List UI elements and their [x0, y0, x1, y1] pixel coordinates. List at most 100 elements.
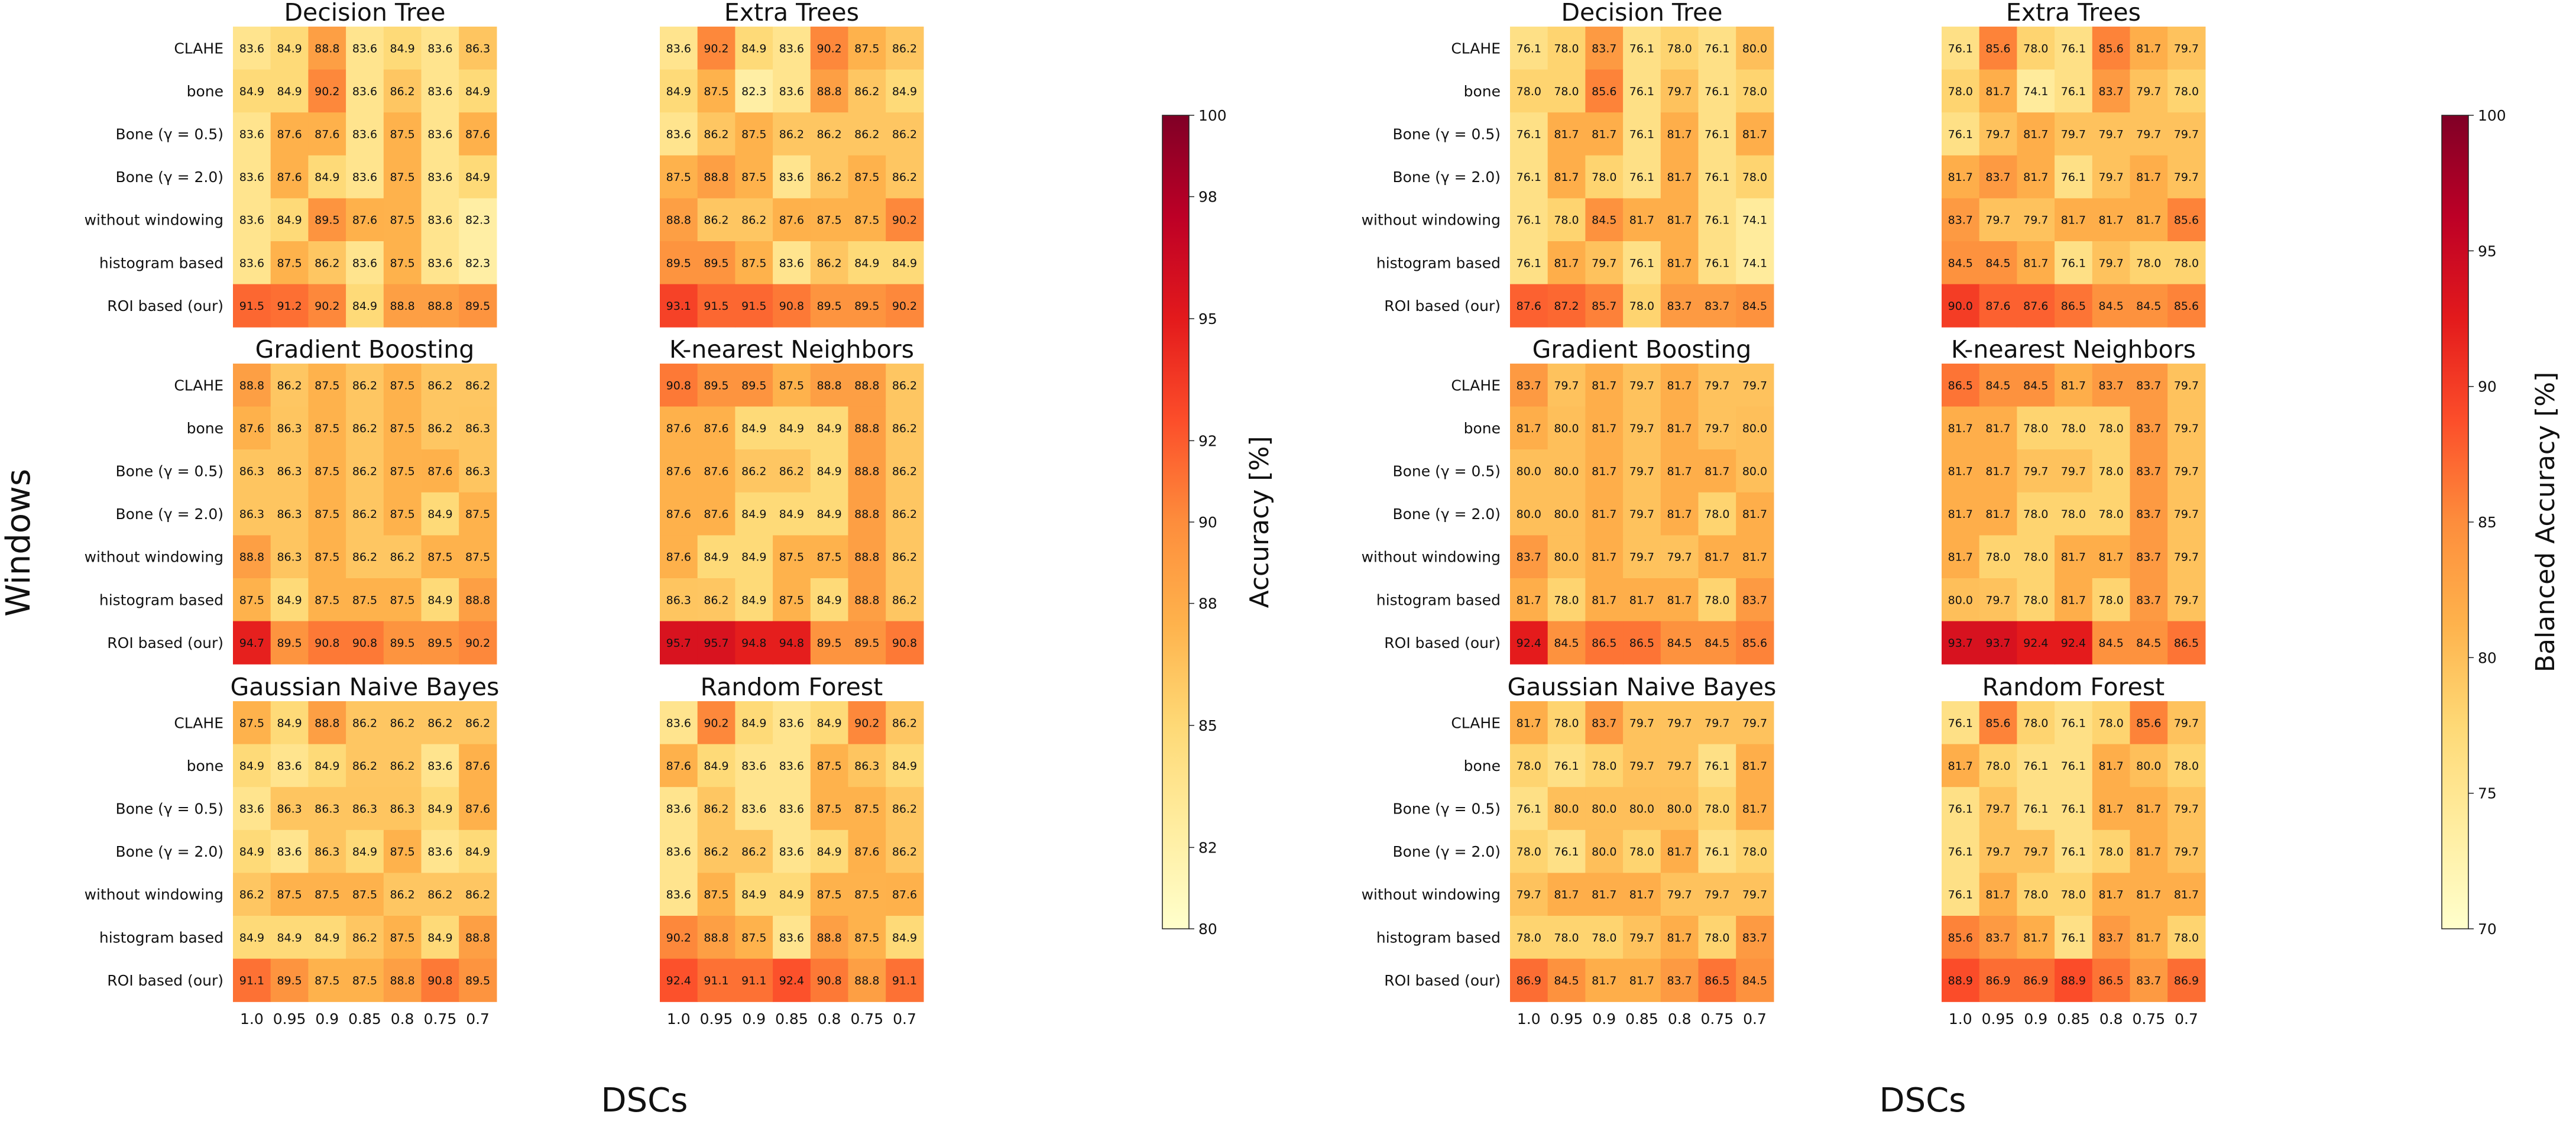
cell-value: 83.7 [1517, 551, 1541, 564]
heatmap-cell [421, 155, 459, 199]
cell-value: 76.1 [2061, 171, 2086, 184]
cell-value: 94.8 [741, 637, 766, 650]
cell-value: 87.5 [390, 465, 414, 478]
heatmap-cell [270, 27, 309, 70]
colorbar-tick-label: 95 [1198, 310, 1217, 328]
row-label: ROI based (our) [107, 297, 223, 315]
heatmap-cell [735, 873, 773, 916]
cell-value: 78.0 [1705, 594, 1729, 607]
cell-value: 88.8 [704, 171, 728, 184]
heatmap-cell [2167, 406, 2206, 450]
colorbar-tick-label: 70 [2478, 921, 2497, 938]
heatmap-cell [2092, 406, 2131, 450]
cell-value: 79.7 [1667, 551, 1692, 564]
cell-value: 79.7 [1705, 717, 1729, 730]
heatmap-cell [1623, 958, 1661, 1002]
heatmap-cell [2130, 535, 2168, 579]
panel-title: K-nearest Neighbors [669, 335, 914, 364]
cell-value: 83.6 [666, 42, 691, 55]
heatmap-cell [2167, 578, 2206, 622]
heatmap-cell [886, 744, 924, 788]
heatmap-cell [2055, 241, 2093, 285]
heatmap-cell [697, 744, 735, 788]
heatmap-cell [735, 578, 773, 622]
cell-value: 87.6 [1517, 300, 1541, 313]
cell-value: 87.6 [854, 845, 879, 858]
heatmap-cell [383, 744, 422, 788]
heatmap-cell [308, 958, 346, 1002]
heatmap-cell [1660, 701, 1699, 745]
cell-value: 86.2 [352, 379, 377, 392]
heatmap-cell [848, 916, 886, 960]
heatmap-cell [1623, 787, 1661, 831]
heatmap-cell [383, 112, 422, 156]
cell-value: 83.6 [277, 845, 302, 858]
heatmap-cell [1942, 406, 1980, 450]
cell-value: 84.9 [465, 171, 490, 184]
cell-value: 79.7 [2174, 845, 2199, 858]
heatmap-cell [346, 406, 384, 450]
heatmap-panel: Gradient Boosting 83.7 79.7 81.7 79.7 81.7 79.… [1362, 335, 1774, 665]
cell-value: 84.9 [779, 422, 804, 435]
cell-value: 88.8 [816, 85, 841, 98]
cell-value: 83.6 [239, 803, 264, 816]
heatmap-cell [1585, 787, 1624, 831]
heatmap-cell [1979, 449, 2017, 493]
heatmap-cell [1510, 284, 1548, 328]
cell-value: 76.1 [1705, 214, 1729, 227]
cell-value: 87.5 [741, 128, 766, 141]
heatmap-cell [2017, 241, 2055, 285]
colorbar: 70 75 80 85 90 95 100 Balanced Accuracy [%] [2441, 107, 2561, 938]
heatmap-cell [2017, 578, 2055, 622]
cell-value: 79.7 [2061, 465, 2086, 478]
heatmap-cell [459, 284, 497, 328]
heatmap-cell [1736, 958, 1774, 1002]
cell-value: 84.5 [1985, 379, 2010, 392]
heatmap-cell [1942, 69, 1980, 113]
heatmap-cell [2092, 958, 2131, 1002]
cell-value: 90.8 [315, 637, 339, 650]
cell-value: 87.5 [239, 594, 264, 607]
cell-value: 83.6 [352, 42, 377, 55]
colorbar-label: Balanced Accuracy [%] [2530, 372, 2561, 672]
heatmap-cell [2092, 829, 2131, 873]
cell-value: 79.7 [1985, 845, 2010, 858]
heatmap-cell [1623, 829, 1661, 873]
heatmap-cell [1660, 449, 1699, 493]
heatmap-cell [1510, 27, 1548, 70]
column-tick-label: 0.8 [391, 1010, 414, 1028]
cell-value: 82.3 [741, 85, 766, 98]
heatmap-cell [1623, 112, 1661, 156]
heatmap-cell [1942, 284, 1980, 328]
cell-value: 84.9 [892, 85, 917, 98]
colorbar-tick-label: 80 [2478, 649, 2497, 666]
heatmap-cell [1660, 69, 1699, 113]
heatmap-cell [1623, 873, 1661, 916]
cell-value: 86.3 [666, 594, 691, 607]
cell-value: 80.0 [1592, 845, 1616, 858]
heatmap-cell [308, 241, 346, 285]
heatmap-cell [233, 155, 271, 199]
heatmap-cell [2092, 27, 2131, 70]
cell-value: 87.5 [390, 422, 414, 435]
row-label: Bone (γ = 0.5) [1392, 463, 1501, 480]
heatmap-cell [735, 155, 773, 199]
cell-value: 81.7 [1592, 379, 1616, 392]
cell-value: 84.9 [239, 760, 264, 773]
heatmap-cell [1623, 364, 1661, 407]
cell-value: 81.7 [1629, 594, 1654, 607]
heatmap-cell [810, 873, 849, 916]
colorbar-tick-label: 90 [2478, 378, 2497, 396]
cell-value: 83.6 [427, 85, 452, 98]
cell-value: 90.2 [892, 300, 917, 313]
heatmap-cell [1623, 155, 1661, 199]
heatmap-cell [660, 787, 698, 831]
cell-value: 79.7 [1629, 508, 1654, 521]
heatmap-cell [773, 198, 811, 242]
heatmap-cell [886, 621, 924, 665]
cell-value: 78.0 [2023, 551, 2048, 564]
heatmap-cell [1510, 155, 1548, 199]
heatmap-cell [346, 155, 384, 199]
cell-value: 87.6 [2023, 300, 2048, 313]
colorbar-tick-label: 75 [2478, 785, 2497, 802]
